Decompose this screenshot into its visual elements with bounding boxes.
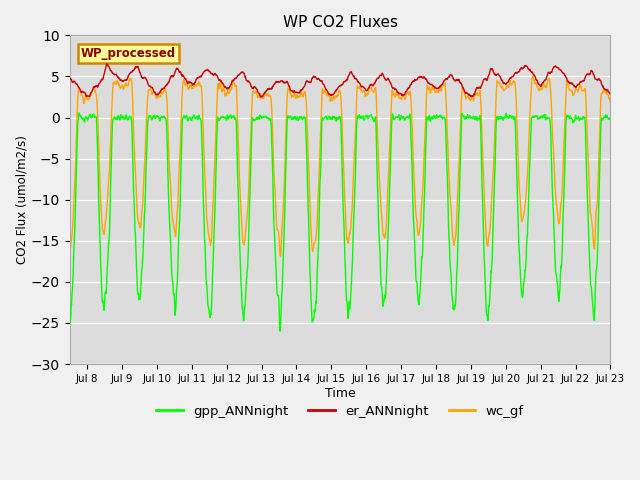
X-axis label: Time: Time: [324, 386, 355, 399]
Legend: gpp_ANNnight, er_ANNnight, wc_gf: gpp_ANNnight, er_ANNnight, wc_gf: [151, 400, 529, 423]
Title: WP CO2 Fluxes: WP CO2 Fluxes: [283, 15, 397, 30]
Y-axis label: CO2 Flux (umol/m2/s): CO2 Flux (umol/m2/s): [15, 135, 28, 264]
Text: WP_processed: WP_processed: [81, 47, 176, 60]
